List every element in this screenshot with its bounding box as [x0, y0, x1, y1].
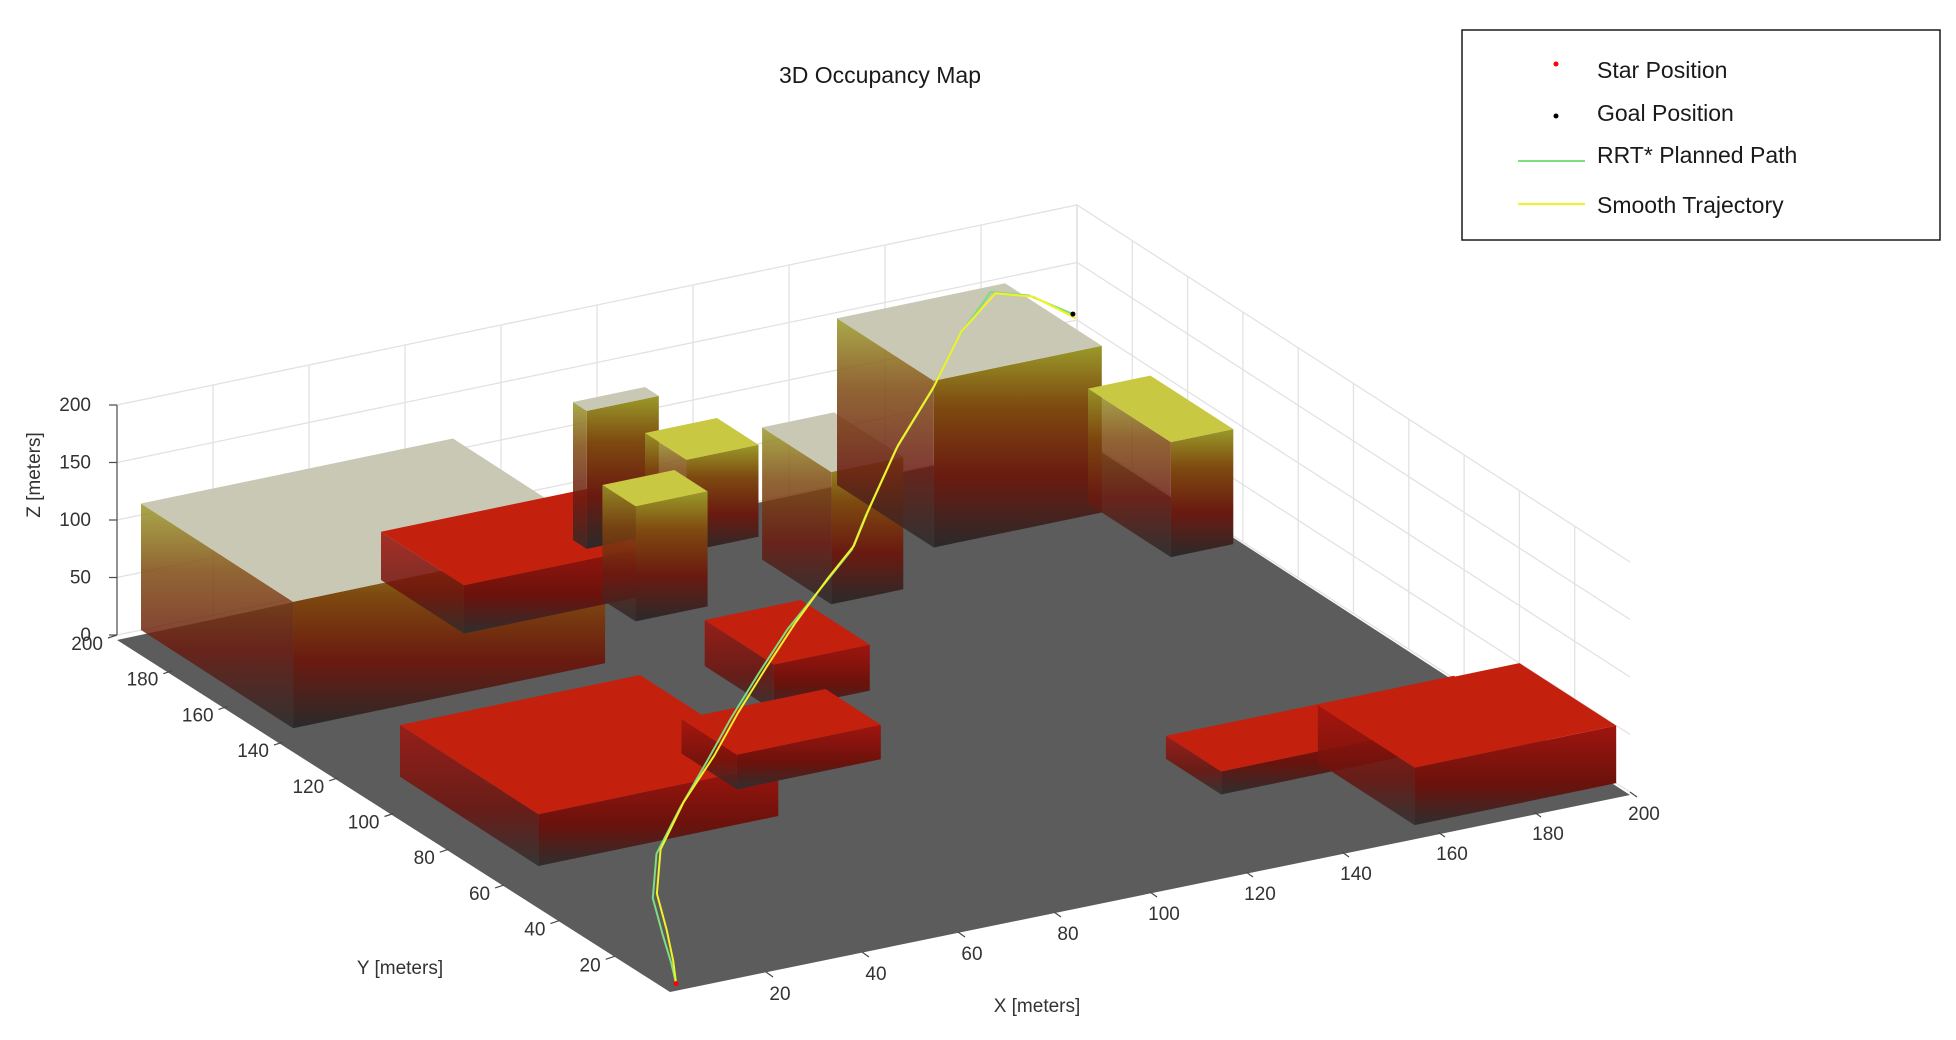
obstacle-side-face — [400, 725, 539, 866]
x-tick — [861, 951, 870, 958]
obstacle-side-face — [1088, 388, 1171, 558]
y-tick — [384, 812, 394, 818]
obstacle-block — [704, 600, 870, 711]
x-tick — [1437, 831, 1446, 838]
x-tick-label: 140 — [1340, 864, 1372, 885]
obstacle-top-face — [1088, 375, 1234, 443]
y-tick-label: 40 — [524, 920, 545, 941]
x-tick-label: 60 — [961, 944, 982, 965]
x-tick-label: 40 — [865, 964, 886, 985]
legend-entry-goal: Goal Position — [1597, 100, 1734, 126]
y-tick — [273, 741, 284, 746]
obstacle-top-face — [645, 418, 759, 460]
x-tick-label: 20 — [769, 984, 790, 1005]
y-tick-label: 60 — [469, 884, 490, 905]
z-tick-label: 0 — [80, 625, 91, 646]
y-tick — [218, 705, 228, 710]
x-tick — [1149, 891, 1158, 898]
tick-labels: 20 40 60 80 100 120 140 160 180 200 20 40 60 80 100 120… — [59, 395, 1660, 1005]
x-tick-label: 200 — [1628, 804, 1660, 825]
y-tick-label: 20 — [580, 955, 601, 976]
y-tick-label: 180 — [127, 670, 159, 691]
legend: Star Position Goal Position RRT* Planned… — [1461, 29, 1941, 241]
obstacle-top-face — [141, 438, 606, 602]
y-tick-label: 200 — [71, 634, 103, 655]
x-tick — [1245, 871, 1254, 878]
obstacle-top-face — [837, 283, 1102, 381]
path-series — [655, 292, 1077, 984]
legend-entry-smooth: Smooth Trajectory — [1597, 192, 1784, 218]
obstacles — [141, 283, 1617, 866]
y-tick-label: 80 — [414, 848, 435, 869]
obstacle-block — [1088, 375, 1234, 558]
obstacle-top-face — [681, 689, 881, 755]
legend-marker-start — [1553, 61, 1559, 67]
y-tick — [329, 777, 339, 782]
legend-entry-rrt: RRT* Planned Path — [1597, 142, 1797, 168]
x-tick-label: 80 — [1057, 924, 1078, 945]
z-tick-label: 150 — [59, 453, 91, 474]
obstacle-block — [1317, 663, 1617, 826]
obstacle-block — [400, 675, 779, 866]
chart-title: 3D Occupancy Map — [779, 62, 981, 88]
obstacle-side-face — [837, 318, 934, 548]
y-tick-label: 100 — [348, 813, 380, 834]
z-tick-label: 50 — [70, 568, 91, 589]
obstacle-side-face — [1165, 735, 1222, 795]
y-tick — [605, 955, 615, 960]
x-tick — [1053, 911, 1062, 918]
obstacle-front-face — [635, 491, 708, 622]
start-position-marker — [673, 981, 679, 987]
obstacle-side-face — [681, 719, 737, 790]
z-axis-label: Z [meters] — [24, 432, 45, 518]
paths — [651, 291, 1077, 987]
obstacle-block — [837, 283, 1102, 548]
obstacle-side-face — [704, 620, 774, 711]
z-tick-label: 200 — [59, 395, 91, 416]
y-tick-label: 160 — [182, 705, 214, 726]
obstacle-block — [602, 470, 708, 622]
x-tick — [1629, 791, 1638, 798]
z-tick-label: 100 — [59, 510, 91, 531]
obstacle-top-face — [704, 600, 870, 665]
x-tick — [765, 971, 774, 978]
y-tick-label: 140 — [237, 741, 269, 762]
y-tick-label: 120 — [292, 777, 324, 798]
obstacle-side-face — [141, 503, 294, 729]
x-tick — [957, 931, 966, 938]
obstacle-top-face — [1317, 663, 1617, 768]
obstacle-front-face — [1170, 429, 1234, 558]
obstacle-block — [681, 689, 881, 790]
legend-marker-goal — [1553, 113, 1559, 119]
obstacle-side-face — [381, 531, 464, 634]
obstacle-side-face — [762, 427, 832, 605]
y-tick — [494, 884, 505, 889]
obstacle-front-face — [538, 764, 779, 866]
obstacle-side-face — [1317, 705, 1415, 826]
obstacle-side-face — [602, 485, 636, 622]
obstacle-top-face — [573, 387, 659, 411]
x-axis-label: X [meters] — [994, 996, 1081, 1017]
x-tick — [1341, 851, 1350, 858]
obstacle-top-face — [400, 675, 779, 815]
y-tick — [550, 920, 560, 925]
x-tick-label: 180 — [1532, 824, 1564, 845]
obstacle-front-face — [933, 345, 1102, 548]
obstacle-side-face — [573, 402, 587, 549]
obstacle-top-face — [602, 470, 708, 507]
obstacle-front-face — [736, 724, 881, 790]
goal-position-marker — [1070, 311, 1076, 317]
y-axis-label: Y [meters] — [357, 958, 443, 979]
y-tick — [439, 848, 449, 853]
x-tick-label: 120 — [1244, 884, 1276, 905]
x-tick-label: 160 — [1436, 844, 1468, 865]
x-tick-label: 100 — [1148, 904, 1180, 925]
obstacle-front-face — [1414, 725, 1617, 826]
legend-entry-start: Star Position — [1597, 57, 1727, 83]
obstacle-front-face — [773, 644, 870, 711]
x-tick — [1533, 811, 1542, 818]
y-tick — [163, 670, 173, 675]
